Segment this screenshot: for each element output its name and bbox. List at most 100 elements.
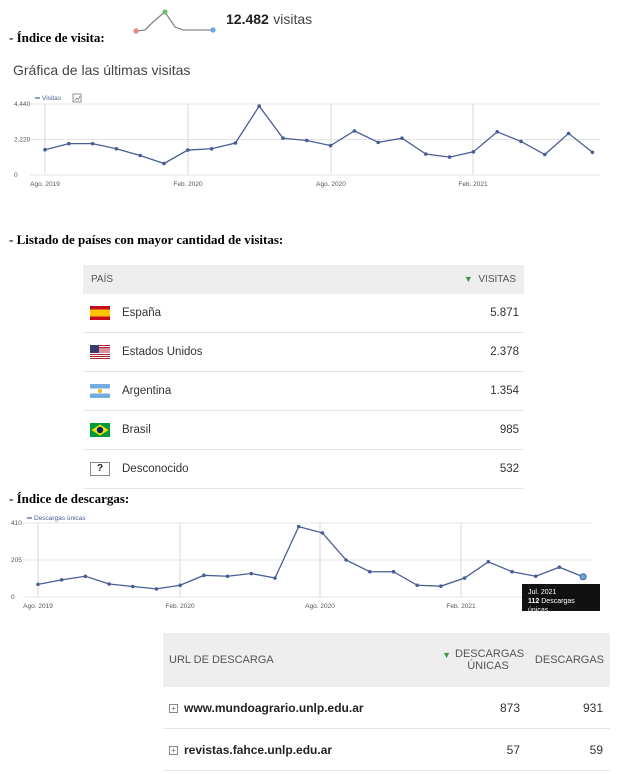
data-point <box>67 141 71 146</box>
flag-argentina-icon <box>90 384 110 398</box>
tooltip-date: Jul. 2021 <box>528 589 557 596</box>
column-header-downloads[interactable]: DESCARGAS <box>527 633 610 687</box>
data-point <box>462 576 467 580</box>
table-row[interactable]: España 5.871 <box>83 294 524 333</box>
downloads-table: URL DE DESCARGA ▼ DESCARGAS ÚNICAS DESCA… <box>163 633 610 771</box>
country-name: España <box>121 294 342 333</box>
visits-index-label: - Índice de visita: <box>9 30 105 45</box>
x-tick-label: Ago. 2020 <box>305 603 335 610</box>
table-row[interactable]: ? Desconocido 532 <box>83 449 524 489</box>
data-point <box>249 571 254 576</box>
tooltip-label: Descargas únicas <box>528 598 575 614</box>
table-row[interactable]: + revistas.fahce.unlp.edu.ar 57 59 <box>163 728 610 771</box>
data-point <box>320 531 325 535</box>
visits-chart[interactable]: 4.440 2.220 0 Ago. 2019 Feb. 2020 Ago. 2020 Fe… <box>0 88 619 193</box>
data-point <box>424 152 428 156</box>
data-point <box>43 147 47 152</box>
column-header-country[interactable]: PAÍS <box>83 265 342 294</box>
legend-label: Descargas únicas <box>34 515 86 522</box>
download-url: revistas.fahce.unlp.edu.ar <box>184 742 333 757</box>
table-row[interactable]: Brasil 985 <box>83 410 524 450</box>
data-point <box>36 582 40 587</box>
country-name: Argentina <box>121 371 342 411</box>
download-url-cell[interactable]: + www.mundoagrario.unlp.edu.ar <box>163 687 415 729</box>
data-point <box>510 569 514 574</box>
sparkline-start-marker <box>133 28 139 34</box>
x-tick-label: Feb. 2020 <box>173 181 203 188</box>
export-icon-glyph <box>74 95 81 101</box>
visits-total-suffix: visitas <box>273 11 313 27</box>
unique-downloads: 873 <box>415 687 527 729</box>
x-tick-label: Ago. 2019 <box>30 181 60 188</box>
flag-brazil-icon <box>90 423 110 437</box>
column-header-unique-downloads[interactable]: ▼ DESCARGAS ÚNICAS <box>415 633 527 687</box>
flag-spain-icon <box>90 306 110 320</box>
total-downloads: 59 <box>527 728 610 771</box>
table-row[interactable]: Estados Unidos 2.378 <box>83 332 524 372</box>
data-point <box>281 136 285 141</box>
table-row[interactable]: Argentina 1.354 <box>83 371 524 411</box>
data-point <box>59 578 64 582</box>
tooltip-value: 112 <box>528 598 540 605</box>
data-point <box>296 524 301 529</box>
country-visits: 532 <box>341 449 524 489</box>
countries-table: PAÍS ▼ VISITAS España 5.871 Estados Unid… <box>83 265 524 489</box>
data-point <box>233 141 238 145</box>
visits-chart-title: Gráfica de las últimas visitas <box>13 62 191 78</box>
column-header-visits-label: VISITAS <box>478 274 516 285</box>
data-point <box>257 104 262 108</box>
data-point <box>557 565 562 570</box>
data-point <box>486 560 491 564</box>
data-point <box>391 569 396 574</box>
country-visits: 985 <box>341 410 524 450</box>
data-point <box>131 584 135 589</box>
data-point <box>415 583 420 588</box>
data-point <box>439 584 443 588</box>
column-header-visits[interactable]: ▼ VISITAS <box>341 265 524 294</box>
data-point <box>533 574 538 579</box>
download-url: www.mundoagrario.unlp.edu.ar <box>184 700 364 715</box>
expand-icon[interactable]: + <box>169 745 178 755</box>
table-row[interactable]: + www.mundoagrario.unlp.edu.ar 873 931 <box>163 687 610 729</box>
data-point <box>352 129 357 133</box>
visits-sparkline <box>133 9 216 34</box>
column-header-url[interactable]: URL DE DESCARGA <box>163 633 415 687</box>
data-point <box>376 140 381 145</box>
data-point <box>344 558 348 562</box>
country-visits: 5.871 <box>341 294 524 333</box>
data-point <box>186 148 190 152</box>
data-point <box>566 131 571 136</box>
countries-section-label: - Listado de países con mayor cantidad d… <box>9 232 284 247</box>
downloads-section-label: - Índice de descargas: <box>9 491 130 506</box>
data-point <box>162 161 166 166</box>
country-name: Brasil <box>121 410 342 450</box>
x-tick-label: Ago. 2020 <box>316 181 346 188</box>
series-line <box>44 104 593 165</box>
data-point <box>368 569 372 574</box>
data-point <box>543 152 547 157</box>
download-url-cell[interactable]: + revistas.fahce.unlp.edu.ar <box>163 728 415 771</box>
flag-usa-icon <box>90 345 110 359</box>
data-point <box>107 582 111 586</box>
data-point <box>83 574 88 579</box>
data-point <box>90 141 95 146</box>
unique-downloads: 57 <box>415 728 527 771</box>
unknown-flag-icon: ? <box>90 462 110 476</box>
x-tick-label: Feb. 2021 <box>458 181 488 188</box>
total-downloads: 931 <box>527 687 610 729</box>
y-tick-label: 4.440 <box>14 101 31 108</box>
country-visits: 2.378 <box>341 332 524 372</box>
expand-icon[interactable]: + <box>169 703 178 713</box>
sort-desc-icon: ▼ <box>442 650 451 660</box>
downloads-chart[interactable]: 410 205 0 Ago. 2019 Feb. 2020 Ago. 2020 Feb. 2… <box>0 510 619 612</box>
sort-desc-icon: ▼ <box>463 274 473 284</box>
data-point <box>471 150 476 154</box>
sparkline-max-marker <box>162 9 168 15</box>
chart-export-icon[interactable] <box>72 93 82 103</box>
series-line <box>37 525 584 590</box>
data-point <box>305 138 309 143</box>
visits-total-value: 12.482 <box>226 11 269 27</box>
visits-total: 12.482 visitas <box>226 11 312 29</box>
country-visits: 1.354 <box>341 371 524 411</box>
data-point <box>519 139 523 144</box>
